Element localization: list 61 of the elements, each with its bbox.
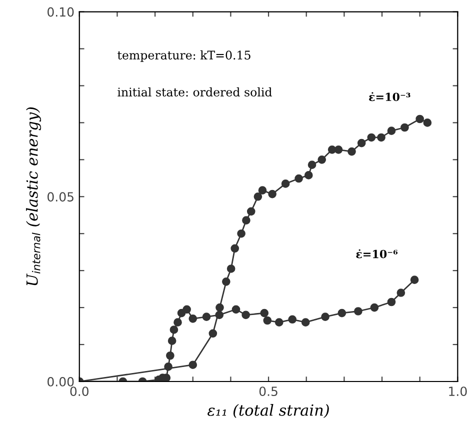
x-tick-label: 0.0 xyxy=(70,386,88,396)
point xyxy=(348,147,356,156)
point xyxy=(242,216,250,224)
point xyxy=(164,362,172,371)
point xyxy=(281,180,290,188)
point xyxy=(304,171,313,180)
y-tick-label: 0.05 xyxy=(48,192,74,202)
point xyxy=(263,316,272,325)
x-tick-label: 0.5 xyxy=(259,386,278,396)
point xyxy=(232,305,240,314)
point xyxy=(396,288,406,297)
text: ε̇=10⁻⁶ xyxy=(356,249,398,258)
point xyxy=(318,155,326,164)
point xyxy=(387,298,396,306)
point xyxy=(367,133,376,142)
y-axis-title: U$_{internal}$ (elastic energy) xyxy=(26,107,42,286)
point xyxy=(268,190,276,198)
point xyxy=(242,310,250,320)
point xyxy=(170,326,178,334)
point xyxy=(387,126,396,135)
point xyxy=(357,138,366,148)
point xyxy=(423,118,432,127)
point xyxy=(410,276,419,284)
point xyxy=(400,123,409,132)
point xyxy=(308,160,316,170)
point xyxy=(274,318,284,327)
point xyxy=(294,174,303,183)
point xyxy=(416,114,424,124)
point xyxy=(208,329,218,338)
point xyxy=(216,303,224,312)
point xyxy=(338,308,346,318)
point xyxy=(215,310,224,320)
point xyxy=(258,186,267,195)
y-tick-label: 0.00 xyxy=(48,376,74,386)
point xyxy=(188,360,198,370)
y-tick-label: 0.10 xyxy=(48,7,74,17)
x-tick-label: 1.0 xyxy=(449,386,467,396)
annotation: temperature: kT=0.15 xyxy=(118,50,250,62)
point xyxy=(301,318,310,327)
point xyxy=(230,244,240,253)
point xyxy=(321,312,330,321)
point xyxy=(174,318,182,327)
point xyxy=(260,308,269,318)
point xyxy=(370,303,379,312)
point xyxy=(168,336,176,345)
point xyxy=(288,315,297,324)
point xyxy=(254,192,262,201)
point xyxy=(246,207,256,216)
point xyxy=(182,305,191,314)
series-label: ε̇=10⁻³ xyxy=(369,92,410,102)
point xyxy=(377,133,386,142)
point xyxy=(237,229,246,238)
point xyxy=(354,307,362,316)
point xyxy=(202,312,211,321)
point xyxy=(334,146,343,154)
point xyxy=(222,278,230,286)
annotation: initial state: ordered solid xyxy=(118,87,272,97)
point xyxy=(226,264,236,273)
point xyxy=(166,351,174,360)
x-axis-title: ε₁₁ (total strain) xyxy=(208,404,329,418)
point xyxy=(188,314,198,323)
